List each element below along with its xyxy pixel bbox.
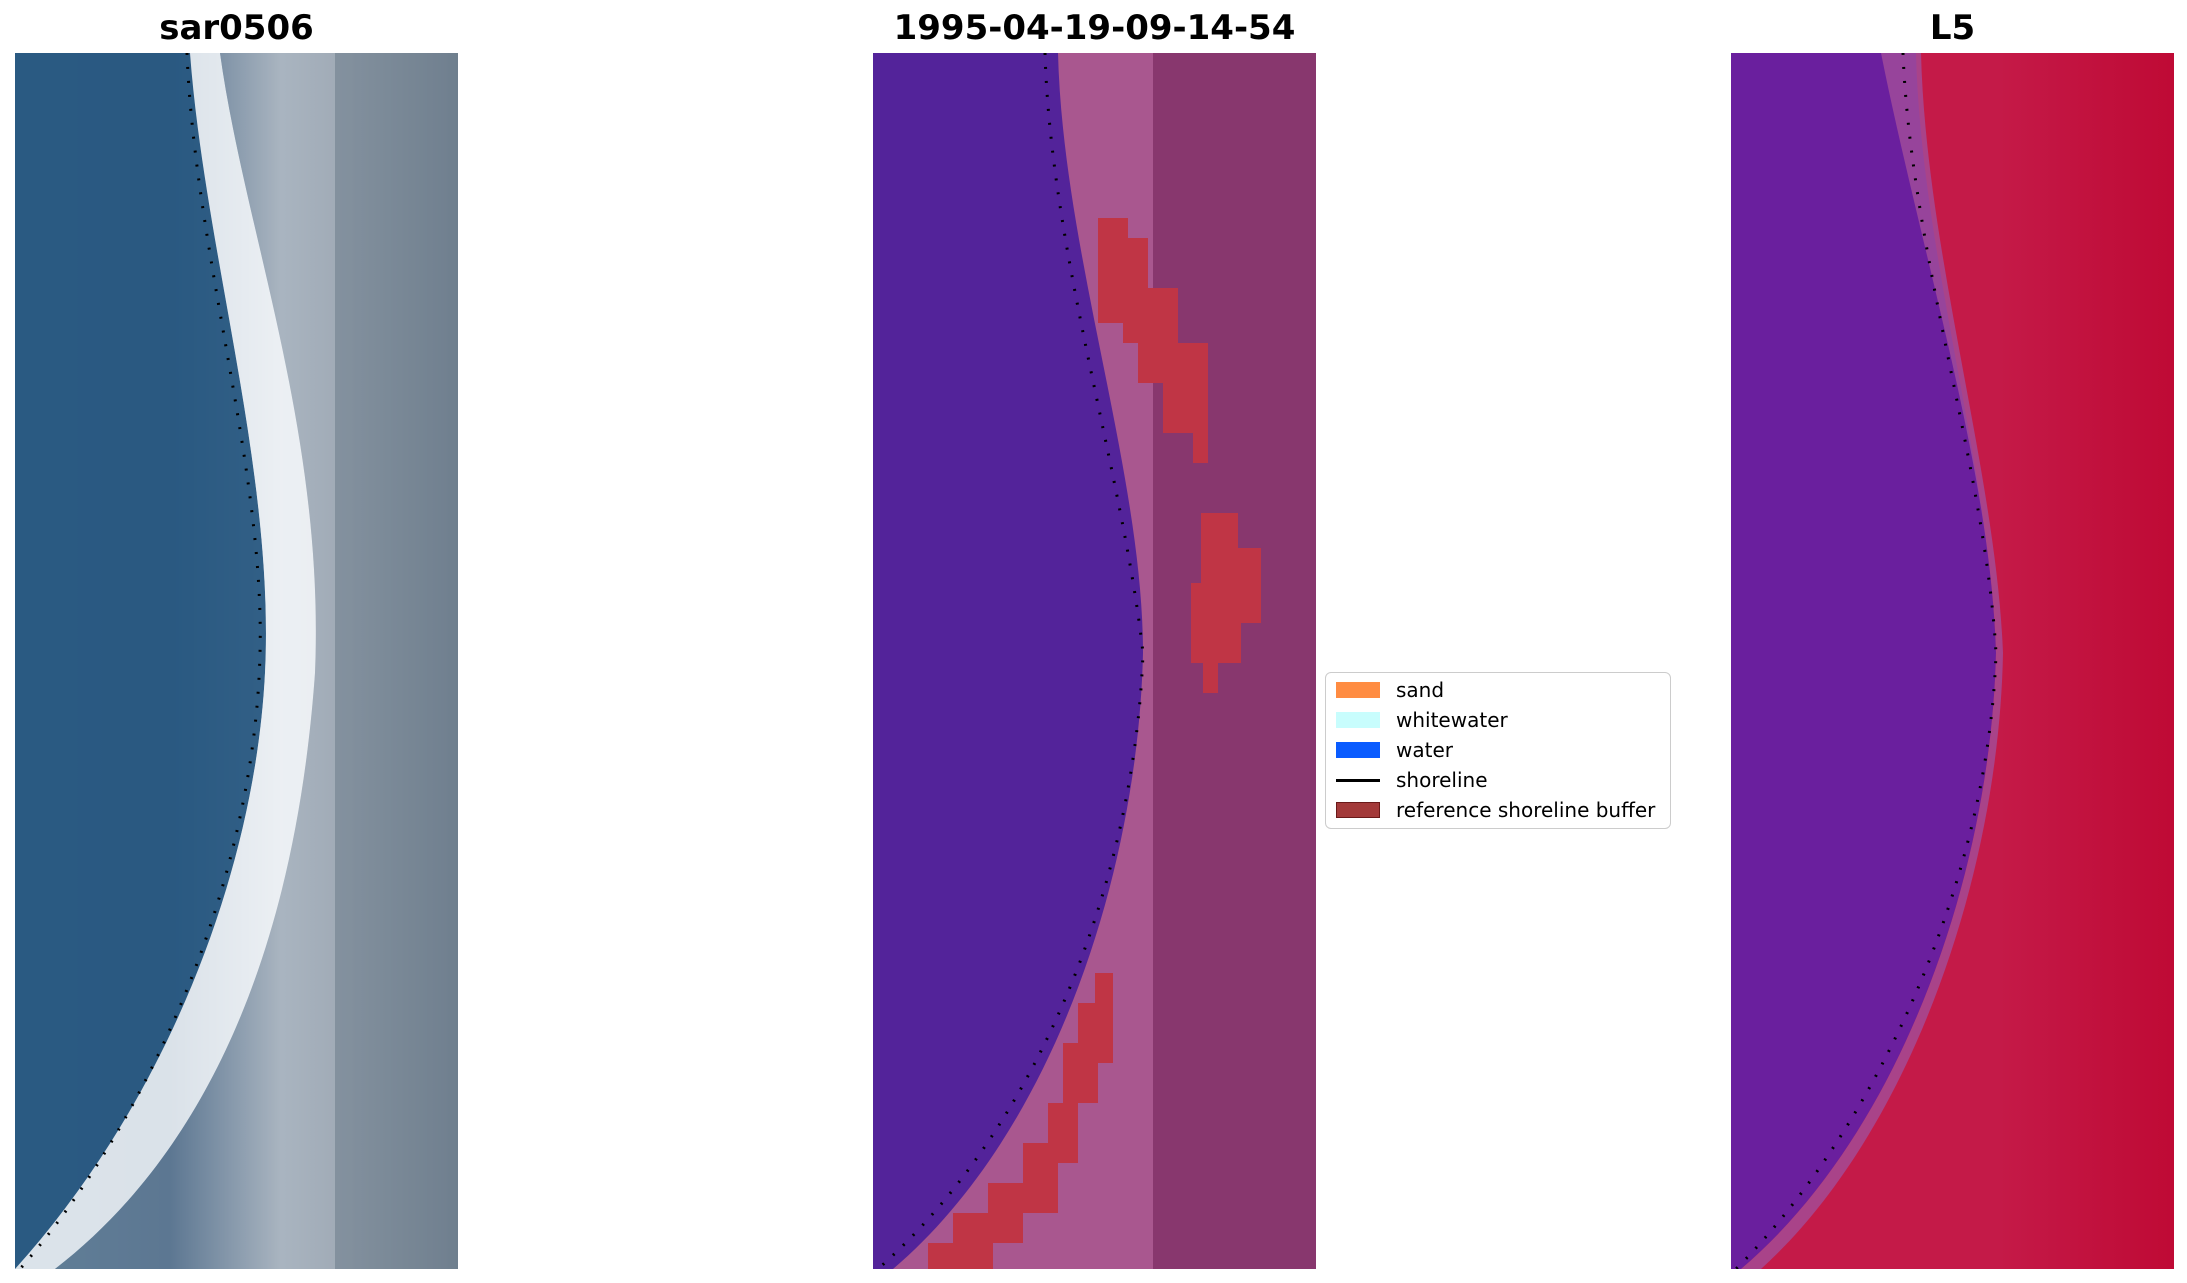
index-image-panel <box>1731 53 2174 1269</box>
legend-item-shoreline: shoreline <box>1336 765 1488 795</box>
legend-item-sand: sand <box>1336 675 1444 705</box>
index-image <box>1731 53 2174 1269</box>
shoreline-line-swatch <box>1336 778 1380 782</box>
panel-title-index: L5 <box>1929 8 1976 48</box>
legend-item-reference-buffer: reference shoreline buffer <box>1336 795 1655 825</box>
sand-swatch <box>1336 682 1380 698</box>
legend: sand whitewater water shoreline referenc… <box>1325 672 1671 829</box>
reference-buffer-swatch <box>1336 802 1380 818</box>
classified-image <box>873 53 1316 1269</box>
legend-label: water <box>1396 738 1453 762</box>
legend-label: sand <box>1396 678 1445 702</box>
legend-label: shoreline <box>1396 768 1488 792</box>
classified-image-panel <box>873 53 1316 1269</box>
panel-title-rgb: sar0506 <box>159 8 314 48</box>
legend-label: whitewater <box>1396 708 1508 732</box>
legend-item-water: water <box>1336 735 1453 765</box>
water-swatch <box>1336 742 1380 758</box>
legend-label: reference shoreline buffer <box>1396 798 1656 822</box>
legend-item-whitewater: whitewater <box>1336 705 1508 735</box>
rgb-image <box>15 53 458 1269</box>
whitewater-swatch <box>1336 712 1380 728</box>
rgb-image-panel <box>15 53 458 1269</box>
panel-title-classified: 1995-04-19-09-14-54 <box>893 8 1296 48</box>
